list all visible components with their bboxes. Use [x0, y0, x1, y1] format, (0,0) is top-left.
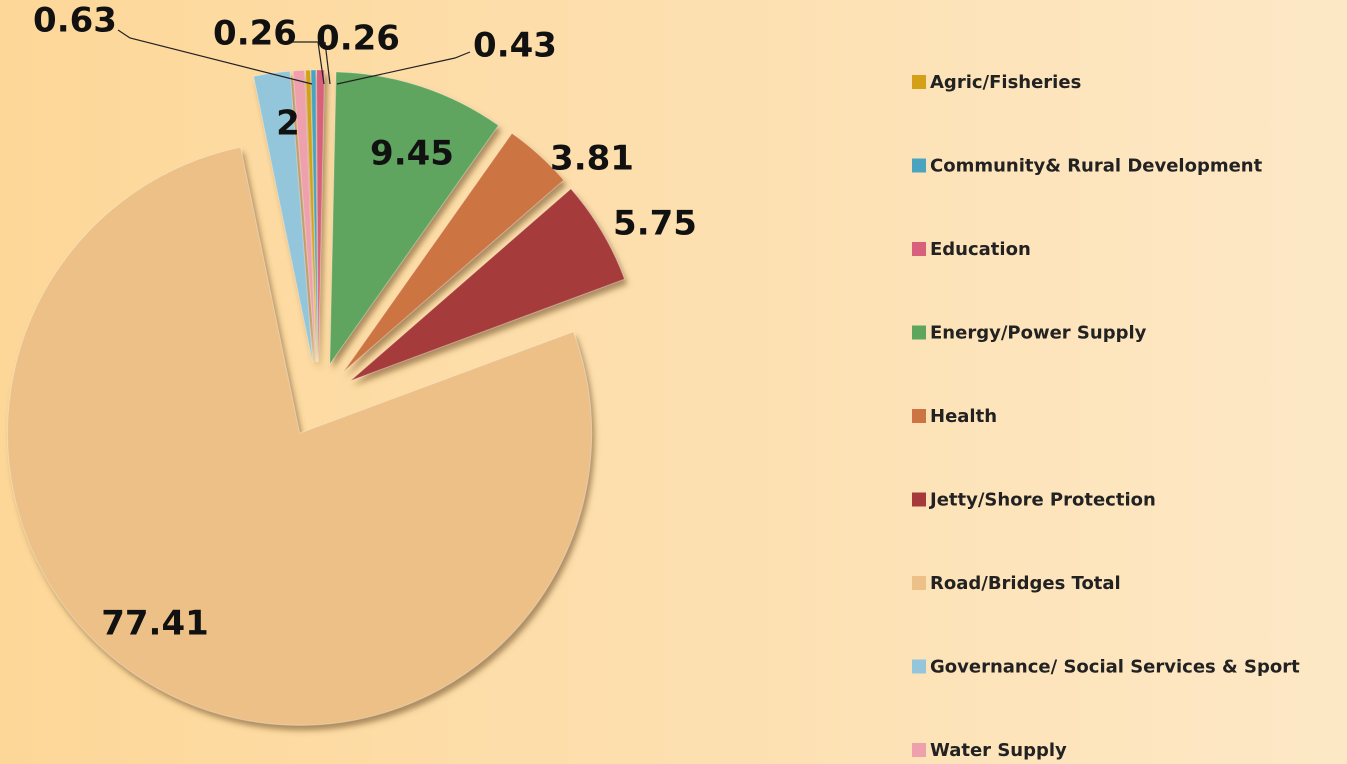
- legend-label: Community& Rural Development: [930, 156, 1263, 177]
- legend-label: Governance/ Social Services & Sport: [930, 657, 1300, 678]
- data-label: 0.63: [33, 1, 117, 41]
- legend-swatch: [912, 409, 926, 423]
- leader-line: [324, 41, 331, 85]
- pie-slice: [292, 69, 317, 363]
- data-label: 0.26: [213, 14, 297, 54]
- pie-slice: [329, 71, 500, 366]
- pie-slice: [350, 188, 626, 382]
- pie-slice: [310, 69, 318, 363]
- legend-swatch: [912, 492, 926, 507]
- legend-swatch: [912, 743, 926, 757]
- data-label: 2: [276, 104, 300, 144]
- pie-slice: [7, 146, 593, 726]
- pie: [7, 69, 626, 726]
- legend-label: Jetty/Shore Protection: [928, 490, 1156, 511]
- leader-line: [336, 51, 471, 85]
- legend-swatch: [912, 75, 926, 89]
- pie-slice: [343, 132, 565, 373]
- data-label: 5.75: [613, 204, 697, 244]
- data-label: 9.45: [370, 134, 454, 174]
- legend-label: Road/Bridges Total: [930, 573, 1121, 594]
- data-label: 0.26: [316, 19, 400, 59]
- data-label: 3.81: [550, 139, 634, 179]
- legend-label: Water Supply: [930, 740, 1067, 761]
- leader-line: [290, 41, 325, 85]
- data-label: 77.41: [101, 604, 209, 644]
- pie-slice: [305, 69, 318, 363]
- legend-label: Health: [930, 406, 997, 427]
- pie-slice: [316, 69, 326, 363]
- legend-swatch: [912, 576, 926, 590]
- legend-label: Education: [930, 239, 1031, 260]
- legend-swatch: [912, 325, 926, 340]
- legend-label: Energy/Power Supply: [930, 323, 1147, 344]
- data-label: 0.43: [473, 26, 557, 66]
- legend-swatch: [912, 158, 926, 173]
- legend-swatch: [912, 242, 926, 256]
- legend-swatch: [912, 659, 926, 674]
- leader-line: [117, 29, 313, 85]
- legend-label: Agric/Fisheries: [930, 72, 1081, 93]
